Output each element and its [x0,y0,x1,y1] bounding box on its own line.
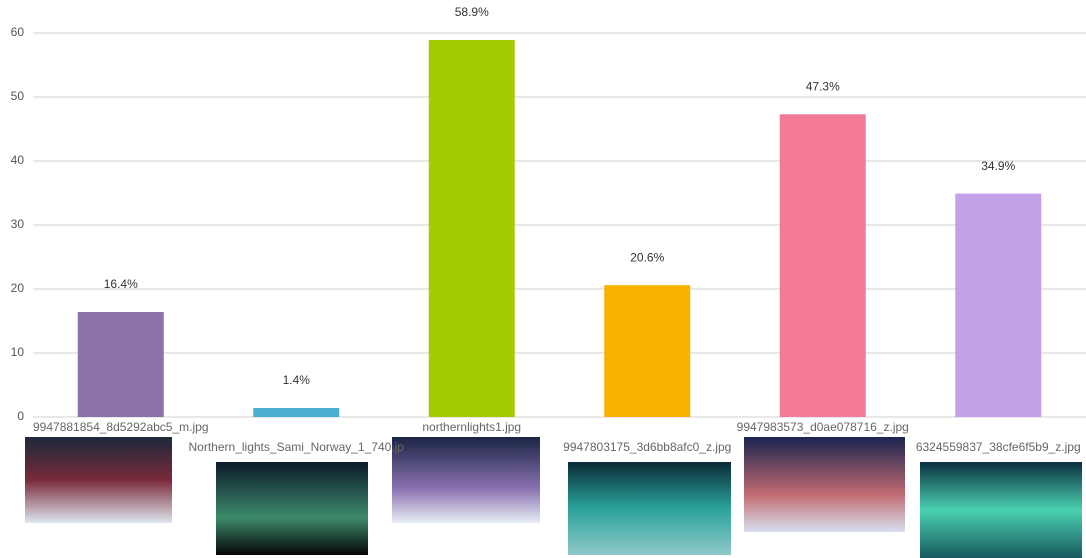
y-tick-label: 50 [11,89,25,103]
value-label: 34.9% [981,159,1015,173]
value-label: 58.9% [455,5,489,19]
thumbnails [25,437,1082,558]
x-tick-label: 9947983573_d0ae078716_z.jpg [737,420,909,434]
thumbnail [392,437,540,523]
y-tick-label: 40 [11,153,25,167]
bar [604,285,691,417]
bar [428,40,515,417]
y-tick-label: 20 [11,281,25,295]
x-tick-label: Northern_lights_Sami_Norway_1_740.jp [189,440,405,454]
y-tick-label: 30 [11,217,25,231]
thumbnail [920,462,1082,558]
x-tick-label: 9947803175_3d6bb8afc0_z.jpg [563,440,731,454]
bar [253,408,340,417]
thumbnail [216,462,368,555]
bar [779,114,866,417]
thumbnail [568,462,731,555]
thumbnail [744,437,905,532]
value-label: 47.3% [806,79,840,93]
x-tick-label: 9947881854_8d5292abc5_m.jpg [33,420,209,434]
y-tick-label: 10 [11,345,25,359]
x-tick-label: northernlights1.jpg [422,420,521,434]
x-tick-label: 6324559837_38cfe6f5b9_z.jpg [916,440,1081,454]
y-tick-label: 0 [17,409,24,423]
bar [955,193,1042,417]
value-label: 1.4% [283,373,311,387]
bar [77,312,164,417]
y-tick-label: 60 [11,25,25,39]
thumbnail [25,437,172,523]
value-label: 16.4% [104,277,138,291]
value-label: 20.6% [630,250,664,264]
